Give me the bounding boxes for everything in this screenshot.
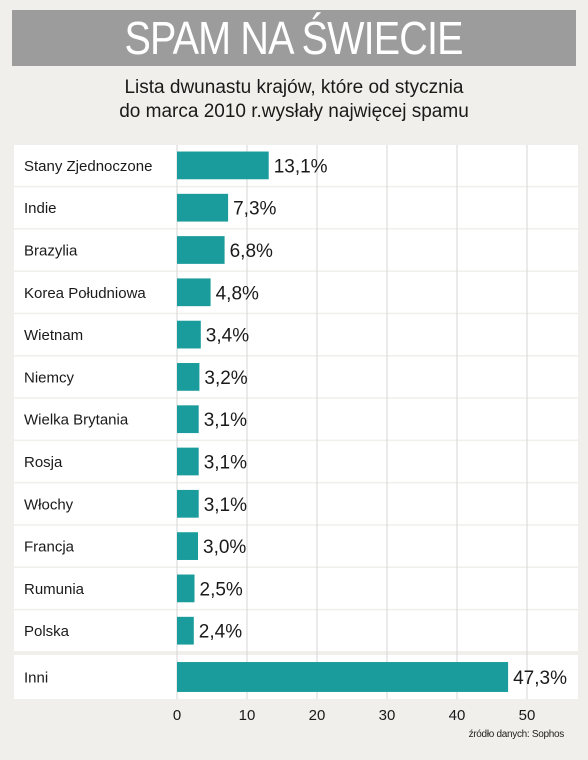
row-background — [14, 525, 578, 567]
category-label: Wietnam — [24, 327, 83, 344]
row-background — [14, 610, 578, 652]
category-label: Brazylia — [24, 243, 78, 260]
x-tick-label: 20 — [309, 707, 326, 724]
category-label: Indie — [24, 200, 57, 217]
row-background — [14, 187, 578, 229]
bar — [177, 151, 269, 180]
bar — [177, 278, 211, 307]
value-label: 3,1% — [204, 495, 247, 516]
value-label: 3,0% — [203, 537, 246, 558]
source-note: źródło danych: Sophos — [468, 729, 565, 740]
category-label: Niemcy — [24, 369, 75, 386]
x-tick-label: 0 — [173, 707, 181, 724]
subtitle-line-1: Lista dwunastu krajów, które od stycznia — [124, 77, 464, 98]
bar — [177, 616, 194, 645]
row-background — [14, 314, 578, 355]
bar — [177, 532, 198, 560]
title-banner: SPAM NA ŚWIECIE — [12, 10, 576, 66]
category-label: Stany Zjednoczone — [24, 158, 152, 175]
category-label: Korea Południowa — [24, 285, 146, 302]
value-label: 13,1% — [274, 156, 328, 177]
value-label: 2,4% — [199, 622, 242, 643]
value-label: 47,3% — [513, 668, 567, 689]
value-label: 3,2% — [204, 368, 247, 389]
category-label: Francja — [24, 539, 75, 556]
value-label: 3,1% — [204, 410, 247, 431]
row-background — [14, 271, 578, 313]
row-background — [14, 568, 578, 609]
bar — [177, 363, 200, 391]
x-tick-label: 40 — [449, 707, 466, 724]
row-background — [14, 398, 578, 440]
bar — [177, 405, 199, 434]
bar — [177, 574, 195, 603]
row-background — [14, 145, 578, 186]
row-background — [14, 441, 578, 482]
value-label: 3,1% — [204, 453, 247, 474]
bar — [177, 447, 199, 476]
value-label: 6,8% — [230, 241, 273, 262]
bar — [177, 662, 509, 692]
category-label: Rosja — [24, 454, 63, 471]
x-tick-label: 10 — [239, 707, 256, 724]
category-label: Włochy — [24, 496, 74, 513]
category-label: Rumunia — [24, 581, 85, 598]
value-label: 3,4% — [206, 326, 249, 347]
page-title: SPAM NA ŚWIECIE — [124, 12, 464, 64]
category-label: Polska — [24, 623, 70, 640]
row-background — [14, 229, 578, 271]
x-tick-label: 50 — [519, 707, 536, 724]
bar — [177, 320, 201, 349]
bar — [177, 236, 225, 264]
value-label: 7,3% — [233, 199, 276, 220]
category-label: Inni — [24, 670, 48, 687]
bar — [177, 489, 199, 518]
bar — [177, 193, 229, 222]
value-label: 4,8% — [216, 283, 259, 304]
value-label: 2,5% — [200, 579, 243, 600]
row-background — [14, 356, 578, 398]
x-tick-label: 30 — [379, 707, 396, 724]
category-label: Wielka Brytania — [24, 412, 129, 429]
subtitle-line-2: do marca 2010 r.wysłały najwięcej spamu — [119, 101, 469, 122]
chart-subtitle: Lista dwunastu krajów, które od stycznia… — [0, 76, 588, 124]
row-background — [14, 483, 578, 525]
